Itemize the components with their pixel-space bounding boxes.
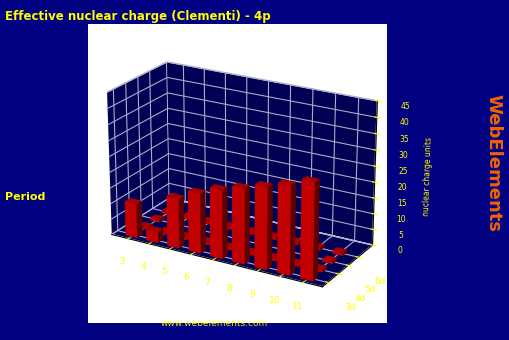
Text: Effective nuclear charge (Clementi) - 4p: Effective nuclear charge (Clementi) - 4p bbox=[5, 10, 270, 23]
Text: WebElements: WebElements bbox=[484, 94, 501, 232]
Text: www.webelements.com: www.webelements.com bbox=[160, 319, 267, 328]
Text: Period: Period bbox=[5, 192, 45, 202]
